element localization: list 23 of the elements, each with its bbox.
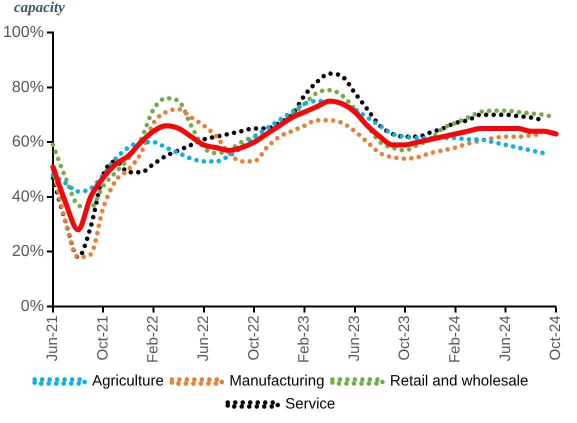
x-tick-label: Jun-21 — [44, 315, 62, 362]
y-tick-label: 100% — [3, 24, 44, 42]
x-tick-label: Jun-22 — [194, 315, 212, 362]
y-tick-label: 80% — [12, 78, 44, 96]
y-tick-label: 60% — [12, 134, 44, 151]
legend-label: Service — [285, 396, 336, 413]
line-series — [50, 98, 546, 194]
legend-label: Agriculture — [92, 372, 164, 390]
x-tick-label: Feb-23 — [296, 315, 313, 364]
x-tick-label: Jun-23 — [346, 315, 363, 362]
x-tick-label: Jun-24 — [496, 315, 514, 362]
x-tick-label: Oct-21 — [94, 315, 112, 360]
x-tick-label: Oct-23 — [396, 315, 414, 360]
y-tick-label: 40% — [12, 188, 44, 206]
y-tick-label: 0% — [20, 298, 44, 315]
x-tick-label: Oct-22 — [245, 315, 262, 360]
x-tick-label: Oct-24 — [547, 315, 564, 360]
legend-label: Retail and wholesale — [390, 372, 528, 390]
x-tick-label: Feb-24 — [446, 315, 464, 364]
chart-title: capacity — [14, 0, 65, 17]
y-tick-label: 20% — [12, 243, 44, 260]
legend-label: Manufacturing — [229, 372, 324, 390]
x-tick-label: Feb-22 — [144, 315, 162, 364]
